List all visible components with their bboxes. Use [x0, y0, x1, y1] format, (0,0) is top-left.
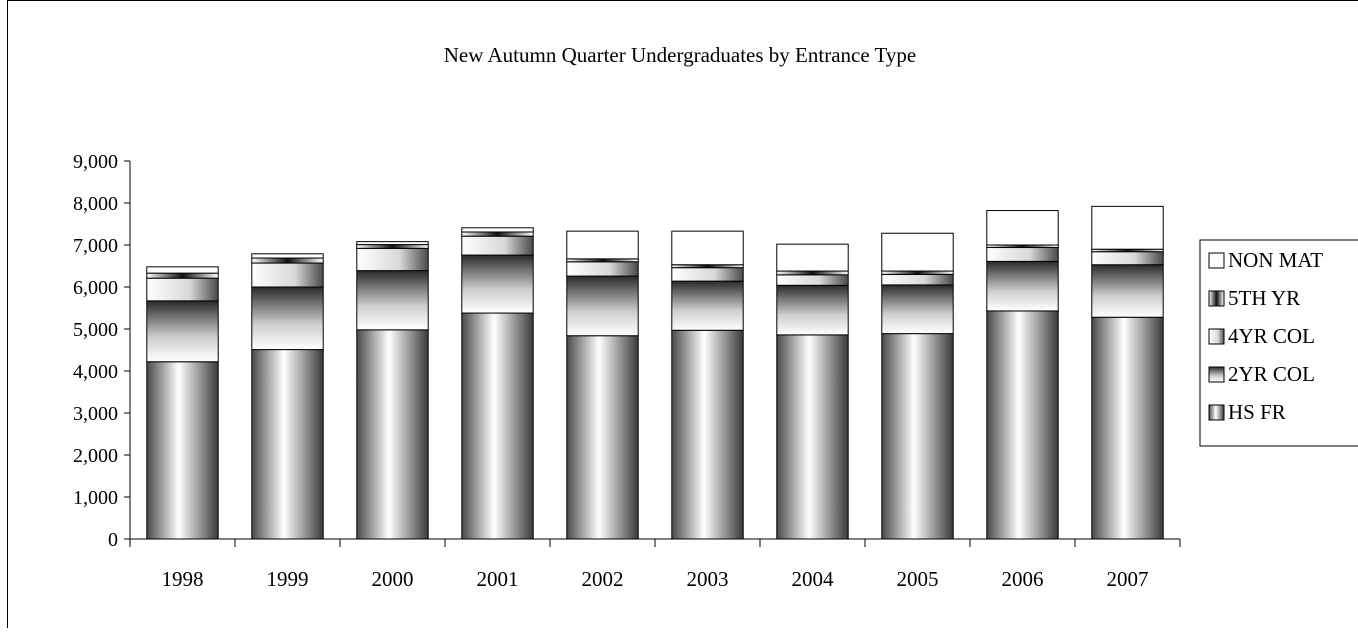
legend-swatch-2yr-col	[1208, 366, 1225, 383]
bar-segment-4yr-col-2002	[566, 261, 639, 277]
legend-swatch-non-mat	[1208, 252, 1225, 269]
bar-segment-2yr-col-2005	[881, 284, 954, 335]
axes: 0 1,000 2,000 3,000 4,000 5,000 6,000 7,000 8,00…	[73, 151, 1181, 591]
y-tick-label: 0	[108, 529, 118, 551]
bar-segment-2yr-col-2006	[986, 260, 1059, 312]
bar-segment-non-mat-2007	[1091, 205, 1164, 250]
bar-segment-non-mat-1999	[251, 253, 324, 259]
x-tick-label: 2000	[372, 567, 414, 591]
bar-segment-5th-yr-2000	[356, 244, 429, 249]
bar-segment-non-mat-2000	[356, 241, 429, 246]
bar-segment-4yr-col-2003	[671, 267, 744, 282]
bar-segment-4yr-col-2001	[461, 235, 534, 256]
bar-segment-non-mat-2005	[881, 232, 954, 272]
chart-title: New Autumn Quarter Undergraduates by Ent…	[444, 43, 916, 67]
legend-swatch-4yr-col	[1208, 328, 1225, 345]
bar-segment-2yr-col-2003	[671, 280, 744, 331]
bar-segment-2yr-col-2004	[776, 284, 849, 336]
bar-segment-4yr-col-1998	[146, 277, 219, 302]
legend-swatch-hs-fr	[1208, 404, 1225, 421]
bar-segment-hs-fr-2004	[776, 334, 849, 540]
y-tick-label: 4,000	[73, 361, 118, 383]
legend-box	[1199, 239, 1358, 447]
legend-label-5th-yr: 5TH YR	[1228, 286, 1300, 310]
y-tick-label: 9,000	[73, 151, 118, 173]
bar-segment-2yr-col-1999	[251, 286, 324, 351]
x-tick-label: 2005	[897, 567, 939, 591]
bar-segment-4yr-col-2007	[1091, 251, 1164, 266]
x-tick-label: 2003	[687, 567, 729, 591]
bar-segment-hs-fr-2007	[1091, 316, 1164, 540]
bar-segment-hs-fr-2002	[566, 335, 639, 540]
x-tick-label: 1998	[162, 567, 204, 591]
x-tick-label: 1999	[267, 567, 309, 591]
legend-label-4yr-col: 4YR COL	[1228, 324, 1315, 348]
bar-segment-5th-yr-1999	[251, 257, 324, 264]
legend-label-non-mat: NON MAT	[1228, 248, 1323, 272]
bar-segment-5th-yr-2001	[461, 231, 534, 237]
bar-segment-non-mat-2001	[461, 227, 534, 233]
y-tick-label: 3,000	[73, 403, 118, 425]
bar-segment-5th-yr-2005	[881, 270, 954, 275]
bar-segment-hs-fr-2006	[986, 310, 1059, 540]
legend: NON MAT 5TH YR 4YR COL 2YR COL HS FR	[1199, 239, 1358, 447]
bar-segment-4yr-col-2006	[986, 247, 1059, 262]
bar-segment-4yr-col-2005	[881, 273, 954, 286]
bar-segment-hs-fr-2001	[461, 312, 534, 540]
bar-segment-hs-fr-2005	[881, 333, 954, 540]
legend-swatch-5th-yr	[1208, 290, 1225, 307]
bars	[146, 205, 1164, 540]
bar-segment-2yr-col-2001	[461, 254, 534, 314]
y-tick-label: 2,000	[73, 445, 118, 467]
legend-label-hs-fr: HS FR	[1228, 400, 1286, 424]
bar-segment-non-mat-2006	[986, 210, 1059, 246]
bar-segment-hs-fr-1998	[146, 361, 219, 540]
bar-segment-non-mat-2004	[776, 243, 849, 272]
x-tick-label: 2001	[477, 567, 519, 591]
bar-segment-4yr-col-1999	[251, 262, 324, 288]
bar-segment-hs-fr-1999	[251, 349, 324, 540]
bar-segment-hs-fr-2003	[671, 329, 744, 540]
bar-segment-4yr-col-2004	[776, 274, 849, 286]
x-tick-label: 2004	[792, 567, 835, 591]
bar-segment-hs-fr-2000	[356, 329, 429, 540]
x-tick-label: 2006	[1002, 567, 1044, 591]
y-tick-label: 1,000	[73, 487, 118, 509]
y-tick-label: 6,000	[73, 277, 118, 299]
bar-segment-2yr-col-2007	[1091, 264, 1164, 318]
bar-segment-5th-yr-2004	[776, 270, 849, 276]
bar-segment-non-mat-2002	[566, 230, 639, 260]
bar-segment-2yr-col-1998	[146, 300, 219, 363]
bar-segment-4yr-col-2000	[356, 247, 429, 272]
y-tick-label: 7,000	[73, 235, 118, 257]
bar-segment-5th-yr-1998	[146, 272, 219, 279]
y-tick-label: 8,000	[73, 193, 118, 215]
x-tick-label: 2007	[1107, 567, 1149, 591]
x-tick-label: 2002	[582, 567, 624, 591]
bar-segment-non-mat-1998	[146, 266, 219, 274]
bar-segment-non-mat-2003	[671, 230, 744, 266]
legend-label-2yr-col: 2YR COL	[1228, 362, 1315, 386]
bar-segment-2yr-col-2000	[356, 270, 429, 331]
bar-segment-2yr-col-2002	[566, 275, 639, 337]
y-tick-label: 5,000	[73, 319, 118, 341]
